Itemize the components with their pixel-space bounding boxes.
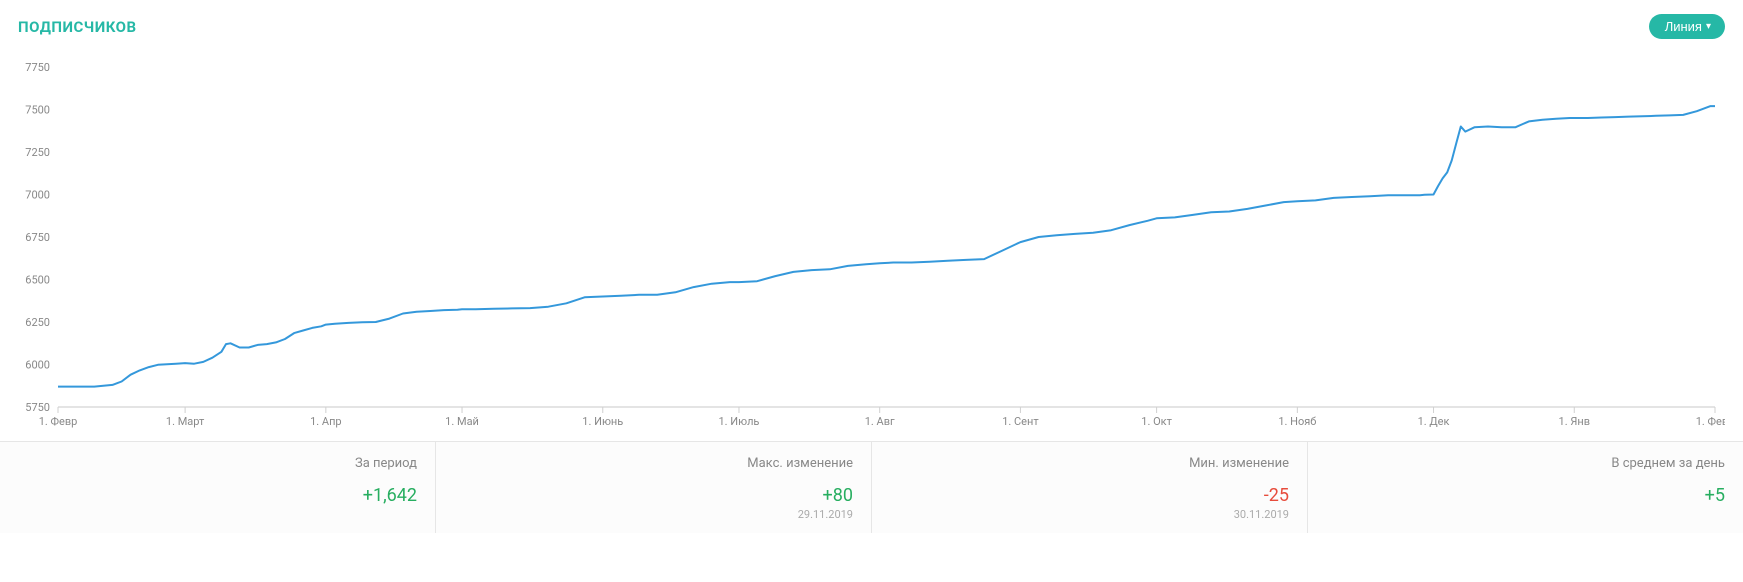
svg-text:7750: 7750 — [25, 61, 50, 74]
stat-value: +1,642 — [18, 485, 417, 506]
svg-text:1. Сент: 1. Сент — [1002, 415, 1039, 428]
stat-date: 30.11.2019 — [890, 508, 1289, 521]
svg-text:1. Янв: 1. Янв — [1559, 415, 1590, 428]
svg-text:1. Февр: 1. Февр — [39, 415, 78, 428]
stat-value: +80 — [454, 485, 853, 506]
stat-label: Макс. изменение — [454, 456, 853, 471]
stat-value: +5 — [1326, 485, 1725, 506]
subscribers-panel: ПОДПИСЧИКОВ Линия ▾ 5750 6000 6250 6500 6750… — [0, 0, 1743, 533]
stat-max-change: Макс. изменение +80 29.11.2019 — [436, 442, 872, 533]
stats-bar: За период +1,642 Макс. изменение +80 29.… — [0, 441, 1743, 533]
svg-text:1. Авг: 1. Авг — [865, 415, 895, 428]
svg-text:1. Окт: 1. Окт — [1141, 415, 1172, 428]
svg-text:7500: 7500 — [25, 104, 50, 117]
chevron-down-icon: ▾ — [1706, 22, 1711, 32]
stat-value: -25 — [890, 485, 1289, 506]
svg-text:6250: 6250 — [25, 316, 50, 329]
chart-type-dropdown[interactable]: Линия ▾ — [1649, 14, 1725, 39]
svg-text:1. Июль: 1. Июль — [719, 415, 760, 428]
stat-label: За период — [18, 456, 417, 471]
subscribers-line-chart: 5750 6000 6250 6500 6750 7000 7250 7500 7750 1. Ф… — [18, 57, 1725, 437]
svg-text:1. Июнь: 1. Июнь — [582, 415, 623, 428]
stat-label: Мин. изменение — [890, 456, 1289, 471]
svg-text:1. Февр: 1. Февр — [1696, 415, 1725, 428]
svg-text:1. Апр: 1. Апр — [310, 415, 342, 428]
panel-title: ПОДПИСЧИКОВ — [18, 18, 137, 36]
svg-text:5750: 5750 — [25, 401, 50, 414]
stat-date: 29.11.2019 — [454, 508, 853, 521]
stat-label: В среднем за день — [1326, 456, 1725, 471]
svg-text:1. Нояб: 1. Нояб — [1278, 415, 1316, 428]
svg-text:6000: 6000 — [25, 359, 50, 372]
svg-text:7250: 7250 — [25, 146, 50, 159]
chart-container: 5750 6000 6250 6500 6750 7000 7250 7500 7750 1. Ф… — [0, 47, 1743, 441]
svg-text:7000: 7000 — [25, 189, 50, 202]
svg-text:1. Март: 1. Март — [166, 415, 205, 428]
stat-min-change: Мин. изменение -25 30.11.2019 — [872, 442, 1308, 533]
stat-avg-per-day: В среднем за день +5 — [1308, 442, 1743, 533]
svg-text:1. Май: 1. Май — [445, 415, 479, 428]
svg-text:6500: 6500 — [25, 274, 50, 287]
svg-text:6750: 6750 — [25, 231, 50, 244]
svg-text:1. Дек: 1. Дек — [1418, 415, 1450, 428]
dropdown-label: Линия — [1665, 19, 1702, 34]
panel-header: ПОДПИСЧИКОВ Линия ▾ — [0, 0, 1743, 47]
stat-period: За период +1,642 — [0, 442, 436, 533]
